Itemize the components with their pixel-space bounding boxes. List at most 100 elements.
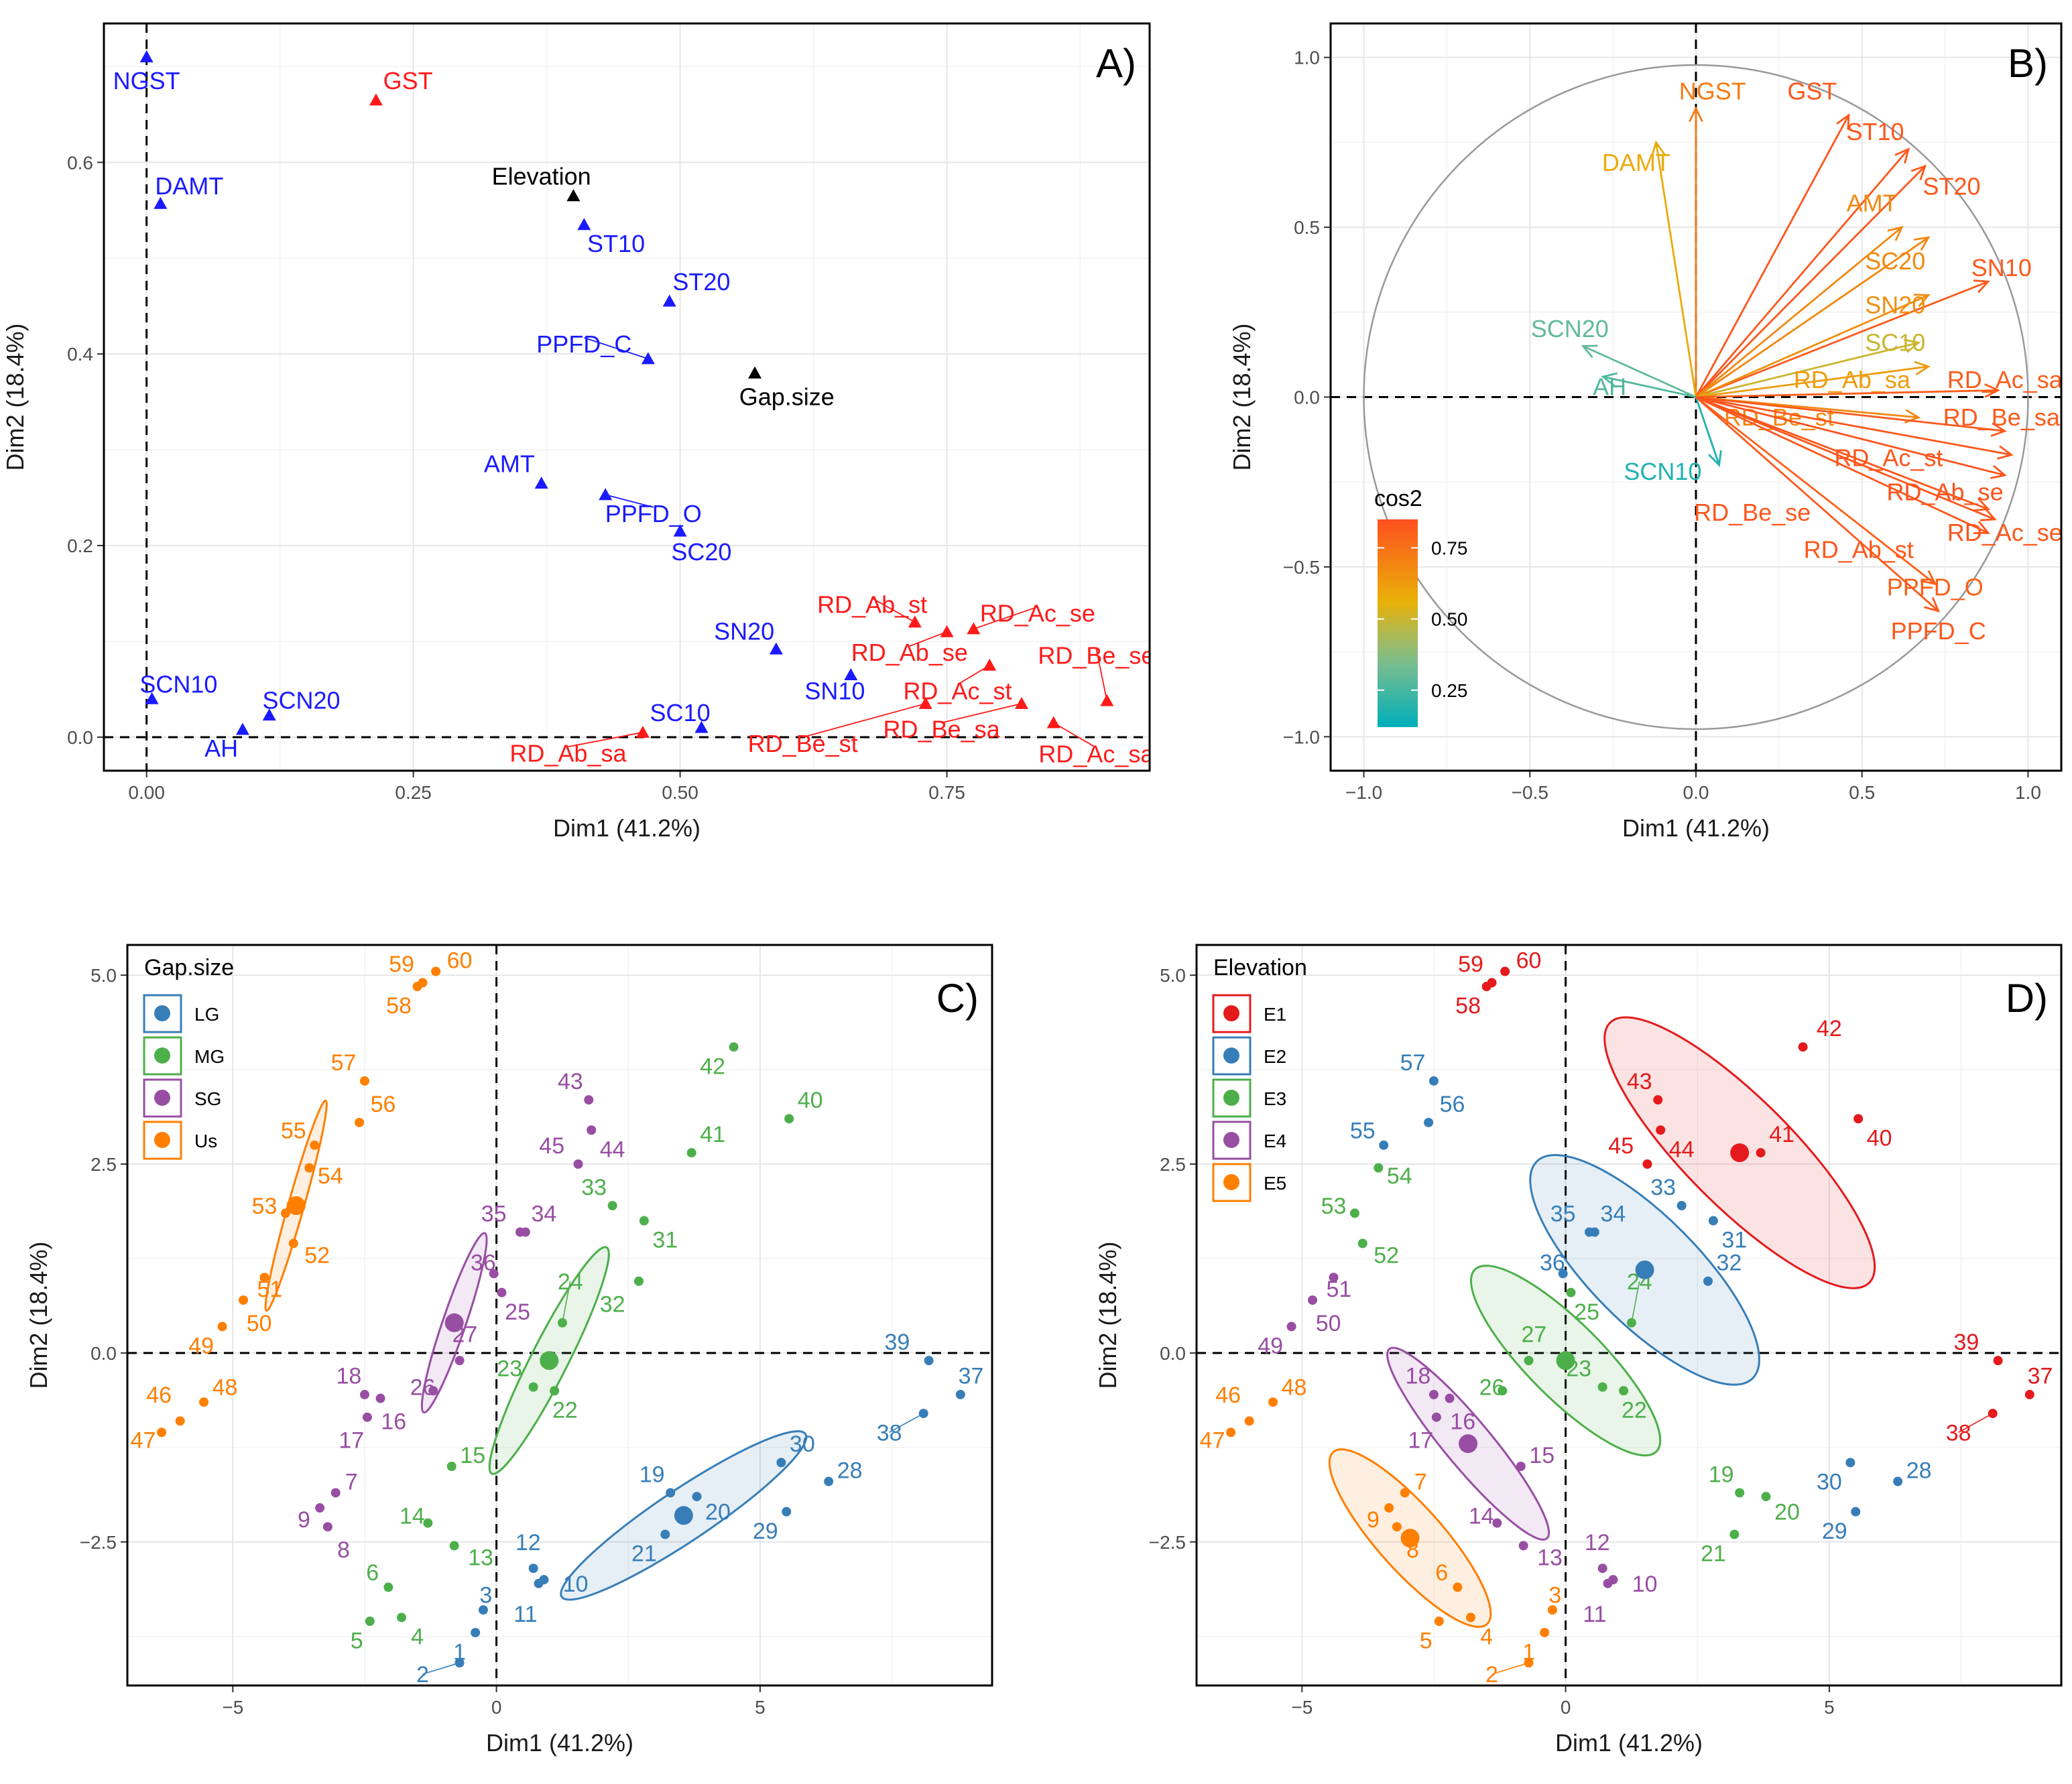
y-tick-label: 0.6	[67, 152, 93, 173]
point-label: 33	[581, 1175, 607, 1200]
legend-key-dot	[154, 1090, 170, 1106]
point-scn20	[262, 708, 276, 721]
label-gst: GST	[383, 67, 433, 94]
point-label: 16	[381, 1409, 406, 1434]
y-tick-label: −0.5	[1283, 557, 1320, 578]
point-label: 7	[1414, 1470, 1427, 1495]
label-leader	[584, 337, 649, 360]
point-label: 42	[700, 1054, 725, 1079]
point	[515, 1227, 526, 1237]
point	[431, 966, 441, 976]
label-st10: ST10	[1847, 118, 1904, 145]
x-tick-label: 0.0	[1683, 782, 1709, 803]
point	[1893, 1476, 1903, 1486]
point	[1597, 1382, 1607, 1392]
point	[784, 1114, 794, 1124]
point	[955, 1389, 965, 1399]
x-tick-label: 0.00	[128, 782, 165, 803]
point-label: 58	[386, 993, 412, 1019]
y-tick-label: 2.5	[1160, 1154, 1186, 1175]
point	[397, 1612, 407, 1622]
point	[217, 1322, 227, 1332]
point	[573, 1159, 583, 1169]
point-label: 11	[513, 1602, 537, 1627]
point-label: 3	[479, 1583, 492, 1608]
point	[1374, 1163, 1384, 1173]
legend-title: Gap.size	[144, 955, 234, 980]
point-rd-be-st	[918, 696, 932, 709]
point-label: 15	[1529, 1443, 1555, 1468]
point	[686, 1148, 696, 1158]
x-tick-label: 0.25	[395, 782, 432, 803]
label-rd-ac-sa: RD_Ac_sa	[1038, 741, 1154, 768]
point-label: 20	[1774, 1500, 1800, 1525]
arrowhead	[1973, 521, 1990, 534]
point	[1524, 1356, 1534, 1366]
point	[375, 1393, 385, 1403]
arrowhead	[1887, 226, 1904, 241]
point-label: 22	[552, 1397, 578, 1423]
point-label: 51	[1326, 1277, 1351, 1302]
point	[1428, 1076, 1439, 1086]
point-sn20	[769, 642, 783, 655]
x-tick-label: −1.0	[1345, 782, 1382, 803]
point-label: 21	[631, 1541, 657, 1567]
point	[315, 1503, 325, 1513]
arrowhead	[1997, 445, 2014, 460]
x-axis-title: Dim1 (41.2%)	[553, 814, 700, 842]
cos2-legend: cos2 0.25 0.50 0.75	[1374, 486, 1468, 727]
point-label: 29	[753, 1519, 778, 1544]
y-tick-label: 5.0	[1160, 965, 1186, 986]
point	[1400, 1488, 1410, 1498]
point-label: 52	[1374, 1243, 1399, 1268]
arrowhead	[1979, 507, 1997, 521]
point	[304, 1163, 314, 1173]
point	[1286, 1322, 1296, 1332]
point-rd-ac-se	[967, 622, 981, 635]
point	[584, 1095, 594, 1105]
point-label: 25	[1574, 1299, 1599, 1325]
point	[428, 1386, 438, 1396]
point-label: 12	[515, 1530, 541, 1555]
legend-label-lg: LG	[194, 1004, 219, 1025]
point	[1597, 1564, 1607, 1574]
legend-key-dot	[154, 1132, 170, 1148]
point	[1558, 1269, 1568, 1279]
point	[365, 1616, 375, 1627]
point-label: 11	[1583, 1602, 1606, 1627]
point	[587, 1125, 597, 1135]
legend-key-dot	[1223, 1174, 1239, 1190]
x-tick-label: 0.50	[662, 782, 698, 803]
point-scn10	[145, 692, 159, 704]
point-label: 44	[600, 1137, 625, 1162]
point-gap.size	[748, 366, 762, 379]
point-label: 28	[1906, 1458, 1932, 1484]
point	[489, 1269, 499, 1279]
point	[918, 1409, 928, 1419]
plot-area: 1234567891011121314151617181920212223242…	[131, 948, 984, 1685]
legend-key-dot	[1223, 1132, 1239, 1148]
y-tick-label: 0.0	[90, 1343, 117, 1364]
point-label: 31	[1721, 1228, 1747, 1253]
centroid-sg	[444, 1313, 464, 1332]
label-leader	[605, 494, 654, 508]
axis-ticks: 0.00 0.25 0.50 0.75 0.0 0.2 0.4 0.6	[67, 152, 965, 803]
point-label: 34	[1600, 1201, 1626, 1226]
panel-label: A)	[1096, 41, 1136, 86]
x-tick-label: 0	[491, 1697, 502, 1718]
point-label: 17	[1408, 1428, 1433, 1454]
point-label: 35	[481, 1201, 507, 1226]
plot-area: 1234567891011121314151617181920212223242…	[1200, 948, 2053, 1685]
centroid-lg	[674, 1506, 693, 1525]
point-label: 59	[389, 952, 414, 977]
point-label: 32	[1717, 1251, 1742, 1276]
point-label: 28	[837, 1458, 863, 1484]
point-label: 18	[1405, 1364, 1430, 1389]
plot-area: NGST GST DAMT ST10 ST20 AMT SC20 SN10 SN20 SC10 SC…	[1363, 64, 2061, 730]
y-tick-label: 1.0	[1294, 48, 1320, 68]
label-elevation: Elevation	[492, 163, 591, 190]
point-label: 26	[1479, 1375, 1505, 1401]
legend-key-dot	[1223, 1005, 1239, 1021]
arrow-rd-ab-sa	[1695, 365, 1929, 398]
point-sc10	[694, 720, 709, 733]
